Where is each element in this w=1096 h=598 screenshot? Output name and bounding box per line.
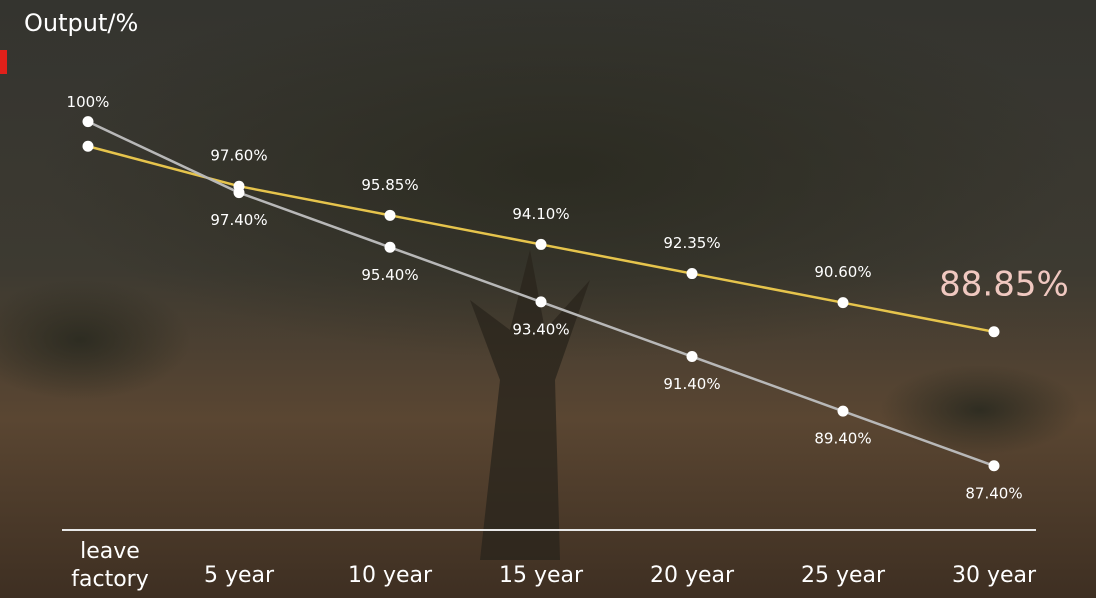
data-label: 94.10%	[512, 205, 569, 223]
data-label: 100%	[67, 93, 110, 111]
x-tick-label: 5 year	[204, 563, 275, 588]
x-tick-label: leave factory	[71, 539, 148, 592]
x-tick-label: 15 year	[499, 563, 584, 588]
data-point	[535, 296, 547, 308]
data-label: 89.40%	[814, 430, 871, 448]
data-point	[837, 405, 849, 417]
data-point	[384, 241, 396, 253]
data-point	[837, 297, 849, 309]
bush	[880, 365, 1080, 455]
plot: leave factory 5 year 10 year 15 year 20 year 2…	[67, 93, 1069, 592]
data-label: 97.40%	[210, 211, 267, 229]
data-point	[535, 238, 547, 250]
x-tick-label: 20 year	[650, 563, 735, 588]
x-tick-label: 10 year	[348, 563, 433, 588]
bush	[0, 280, 190, 400]
tag	[0, 50, 7, 74]
x-tick-label: 30 year	[952, 563, 1037, 588]
data-point	[686, 268, 698, 280]
data-point	[82, 140, 94, 152]
data-label: 91.40%	[663, 375, 720, 393]
data-label: 90.60%	[814, 263, 871, 281]
data-label: 87.40%	[965, 484, 1022, 502]
data-point	[384, 209, 396, 221]
data-point	[233, 187, 245, 199]
axis-label: Output/%	[24, 9, 138, 37]
x-tick-label: 25 year	[801, 563, 886, 588]
data-point	[988, 326, 1000, 338]
data-point	[82, 116, 94, 128]
data-label: 88.85%	[939, 264, 1069, 304]
data-point	[988, 460, 1000, 472]
data-label: 95.85%	[361, 176, 418, 194]
data-label: 95.40%	[361, 266, 418, 284]
data-label: 93.40%	[512, 320, 569, 338]
data-label: 92.35%	[663, 234, 720, 252]
data-point	[686, 351, 698, 363]
tree-canopy	[40, 0, 1080, 360]
tree-trunk	[470, 250, 590, 560]
data-label: 97.60%	[210, 147, 267, 165]
